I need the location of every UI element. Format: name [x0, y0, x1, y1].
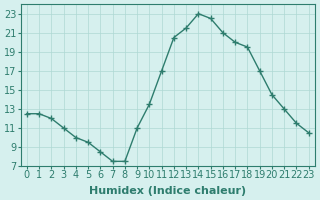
X-axis label: Humidex (Indice chaleur): Humidex (Indice chaleur) [89, 186, 246, 196]
